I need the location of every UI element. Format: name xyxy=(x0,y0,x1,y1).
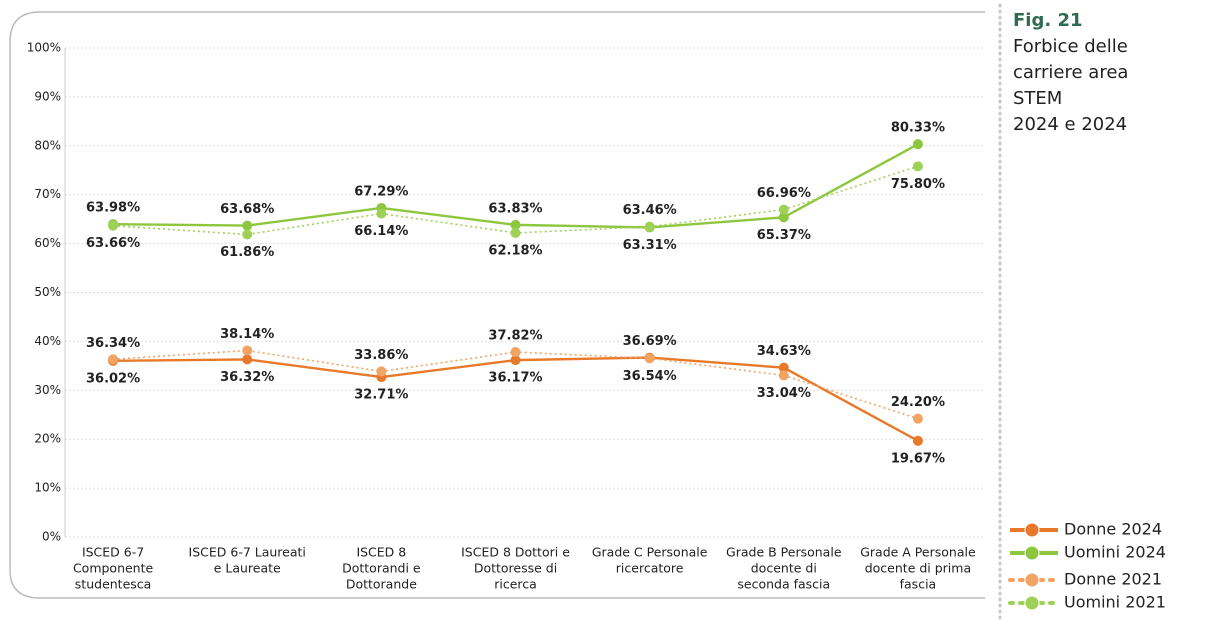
data-label: 66.14% xyxy=(354,224,408,239)
marker xyxy=(242,220,253,231)
data-label: 63.83% xyxy=(488,201,542,216)
marker xyxy=(644,221,655,232)
legend-label: Uomini 2021 xyxy=(1064,593,1166,612)
chart-title: Forbice delle carriere area STEM xyxy=(1013,36,1129,109)
data-label: 36.34% xyxy=(86,336,140,351)
x-tick-label: Dottorandi e xyxy=(342,561,421,576)
legend-marker xyxy=(1024,522,1040,538)
x-tick-label: seconda fascia xyxy=(737,577,830,592)
side-panel: Fig. 21 Forbice delle carriere area STEM… xyxy=(1013,8,1163,138)
marker xyxy=(644,353,655,364)
x-tick-label: Dottoresse di xyxy=(474,561,557,576)
chart-subtitle: 2024 e 2024 xyxy=(1013,114,1128,135)
marker xyxy=(376,366,387,377)
x-tick-label: Componente xyxy=(73,561,154,576)
y-tick-label: 50% xyxy=(34,285,61,299)
data-label: 34.63% xyxy=(757,344,811,359)
x-tick-label: ISCED 8 xyxy=(356,545,406,560)
legend-marker xyxy=(1024,545,1040,561)
y-tick-label: 20% xyxy=(34,432,61,446)
marker xyxy=(778,212,789,223)
marker xyxy=(510,347,521,358)
x-tick-label: ISCED 6-7 Laureati xyxy=(189,545,306,560)
data-label: 38.14% xyxy=(220,327,274,342)
x-tick-label: Grade C Personale xyxy=(592,545,708,560)
data-label: 37.82% xyxy=(488,329,542,344)
data-label: 63.46% xyxy=(623,203,677,218)
data-label: 32.71% xyxy=(354,388,408,403)
x-tick-label: Grade A Personale xyxy=(860,545,976,560)
data-label: 80.33% xyxy=(891,121,945,136)
data-label: 33.04% xyxy=(757,386,811,401)
data-label: 36.32% xyxy=(220,370,274,385)
y-tick-label: 80% xyxy=(34,138,61,152)
data-label: 19.67% xyxy=(891,451,945,466)
marker xyxy=(108,354,119,365)
data-label: 65.37% xyxy=(757,228,811,243)
data-label: 36.54% xyxy=(623,369,677,384)
y-tick-label: 0% xyxy=(42,530,61,544)
legend-marker xyxy=(1024,572,1040,588)
data-label: 33.86% xyxy=(354,348,408,363)
panel-border xyxy=(9,11,985,599)
marker xyxy=(912,161,923,172)
data-label: 24.20% xyxy=(891,395,945,410)
x-tick-label: Grade B Personale xyxy=(726,545,842,560)
data-label: 67.29% xyxy=(354,184,408,199)
y-tick-label: 90% xyxy=(34,89,61,103)
x-tick-label: ricercatore xyxy=(616,561,684,576)
x-tick-label: studentesca xyxy=(75,577,152,592)
marker xyxy=(242,354,253,365)
x-tick-label: Dottorande xyxy=(346,577,417,592)
x-tick-label: ISCED 6-7 xyxy=(82,545,144,560)
legend-label: Donne 2021 xyxy=(1064,570,1162,589)
marker xyxy=(108,220,119,231)
marker xyxy=(510,355,521,366)
figure-label: Fig. 21 xyxy=(1013,10,1083,31)
marker xyxy=(778,362,789,373)
data-label: 63.31% xyxy=(623,238,677,253)
x-tick-label: docente di prima xyxy=(865,561,971,576)
y-tick-label: 10% xyxy=(34,481,61,495)
x-tick-label: docente di xyxy=(751,561,817,576)
data-label: 36.69% xyxy=(623,334,677,349)
marker xyxy=(376,208,387,219)
data-label: 63.68% xyxy=(220,202,274,217)
data-label: 63.66% xyxy=(86,236,140,251)
y-tick-label: 30% xyxy=(34,383,61,397)
marker xyxy=(912,435,923,446)
data-label: 63.98% xyxy=(86,201,140,216)
legend-label: Donne 2024 xyxy=(1064,520,1162,539)
x-tick-label: e Laureate xyxy=(214,561,281,576)
x-tick-label: ISCED 8 Dottori e xyxy=(461,545,570,560)
marker xyxy=(242,345,253,356)
y-tick-label: 70% xyxy=(34,187,61,201)
marker xyxy=(510,219,521,230)
x-tick-label: ricerca xyxy=(494,577,537,592)
marker xyxy=(242,229,253,240)
data-label: 75.80% xyxy=(891,177,945,192)
data-label: 36.17% xyxy=(488,371,542,386)
x-tick-label: fascia xyxy=(900,577,937,592)
legend-label: Uomini 2024 xyxy=(1064,543,1166,562)
marker xyxy=(912,139,923,150)
data-label: 61.86% xyxy=(220,245,274,260)
y-tick-label: 60% xyxy=(34,236,61,250)
marker xyxy=(778,370,789,381)
marker xyxy=(912,413,923,424)
marker xyxy=(510,227,521,238)
marker xyxy=(778,204,789,215)
y-tick-label: 40% xyxy=(34,334,61,348)
y-tick-label: 100% xyxy=(27,41,61,55)
data-label: 36.02% xyxy=(86,371,140,386)
legend-marker xyxy=(1024,595,1040,611)
data-label: 66.96% xyxy=(757,186,811,201)
data-label: 62.18% xyxy=(488,243,542,258)
